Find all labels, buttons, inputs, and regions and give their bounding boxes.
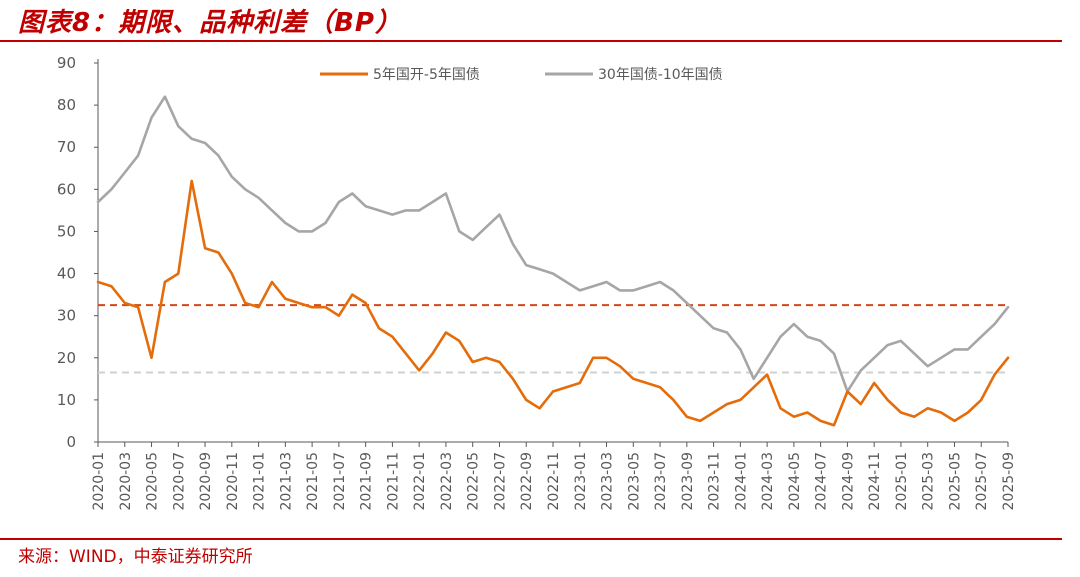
y-tick-label: 40 (57, 265, 76, 283)
y-tick-label: 20 (57, 349, 76, 367)
source-note: 来源：WIND，中泰证券研究所 (18, 547, 253, 567)
x-tick-label: 2023-09 (680, 452, 696, 511)
legend-label: 30年国债-10年国债 (598, 67, 723, 83)
x-tick-label: 2024-11 (867, 452, 883, 511)
y-tick-label: 50 (57, 222, 76, 240)
x-tick-label: 2022-07 (492, 452, 508, 511)
x-tick-label: 2023-01 (573, 452, 589, 511)
x-tick-label: 2020-05 (145, 452, 161, 511)
x-tick-label: 2021-09 (359, 452, 375, 511)
x-tick-label: 2022-05 (466, 452, 482, 511)
x-tick-label: 2022-03 (439, 452, 455, 511)
x-tick-label: 2022-09 (519, 452, 535, 511)
title-rule (0, 40, 1062, 42)
series-lines (96, 95, 1010, 427)
source-rule (0, 538, 1062, 540)
x-tick-label: 2023-11 (707, 452, 723, 511)
x-tick-label: 2025-03 (921, 452, 937, 511)
reference-lines (98, 304, 1008, 374)
x-tick-label: 2021-07 (332, 452, 348, 511)
y-tick-label: 60 (57, 180, 76, 198)
y-tick-label: 80 (57, 96, 76, 114)
y-tick-label: 90 (57, 54, 76, 72)
x-axis: 2020-01 2020-03 2020-05 2020-07 2020-09 2020-… (91, 441, 1017, 511)
x-tick-label: 2023-07 (653, 452, 669, 511)
x-tick-label: 2021-05 (305, 452, 321, 511)
x-tick-label: 2025-09 (1001, 452, 1017, 511)
legend: 5年国开-5年国债 30年国债-10年国债 (320, 67, 723, 83)
x-tick-label: 2022-11 (546, 452, 562, 511)
series-line (96, 95, 1010, 393)
x-tick-label: 2025-07 (974, 452, 990, 511)
x-tick-label: 2020-11 (225, 452, 241, 511)
x-tick-label: 2021-01 (252, 452, 268, 511)
x-tick-label: 2025-01 (894, 452, 910, 511)
x-tick-label: 2021-11 (385, 452, 401, 511)
chart-title: 图表8：期限、品种利差（BP） (18, 8, 402, 38)
x-tick-label: 2023-03 (600, 452, 616, 511)
y-axis: 0 10 20 30 40 50 60 70 80 90 (57, 54, 99, 451)
x-tick-label: 2025-05 (947, 452, 963, 511)
y-tick-label: 0 (66, 433, 76, 451)
x-tick-label: 2023-05 (626, 452, 642, 511)
x-tick-label: 2024-05 (787, 452, 803, 511)
y-tick-label: 30 (57, 307, 76, 325)
x-tick-label: 2020-03 (118, 452, 134, 511)
x-tick-label: 2024-09 (840, 452, 856, 511)
x-tick-label: 2024-03 (760, 452, 776, 511)
series-line (96, 179, 1010, 427)
x-tick-label: 2020-01 (91, 452, 107, 511)
x-tick-label: 2020-09 (198, 452, 214, 511)
y-tick-label: 70 (57, 138, 76, 156)
x-tick-label: 2020-07 (171, 452, 187, 511)
legend-label: 5年国开-5年国债 (373, 67, 480, 83)
y-tick-label: 10 (57, 391, 76, 409)
x-tick-label: 2021-03 (278, 452, 294, 511)
x-tick-label: 2022-01 (412, 452, 428, 511)
x-tick-label: 2024-07 (814, 452, 830, 511)
x-tick-label: 2024-01 (733, 452, 749, 511)
